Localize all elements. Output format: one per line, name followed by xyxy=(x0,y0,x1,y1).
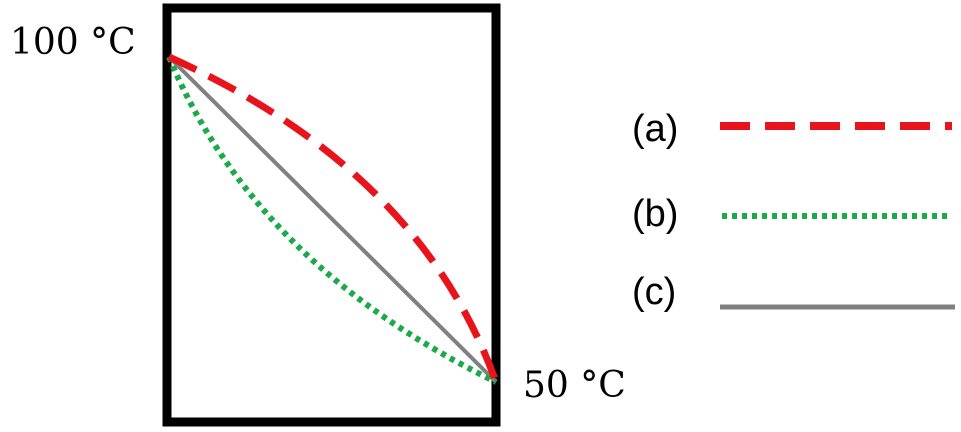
hot-temp-label: 100 °C xyxy=(10,22,136,63)
legend-label-c: (c) xyxy=(632,271,676,313)
profile-c-line xyxy=(167,55,498,384)
legend-item-a: (a) xyxy=(632,108,952,150)
legend-item-b: (b) xyxy=(632,193,952,235)
legend: (a) (b) (c) xyxy=(632,108,955,313)
legend-label-a: (a) xyxy=(632,108,678,150)
cold-temp-label: 50 °C xyxy=(523,365,626,406)
profile-b-curve xyxy=(166,55,498,385)
legend-item-c: (c) xyxy=(632,271,955,313)
legend-label-b: (b) xyxy=(632,193,678,235)
slab-frame xyxy=(162,3,501,427)
profile-a-curve xyxy=(167,53,500,384)
